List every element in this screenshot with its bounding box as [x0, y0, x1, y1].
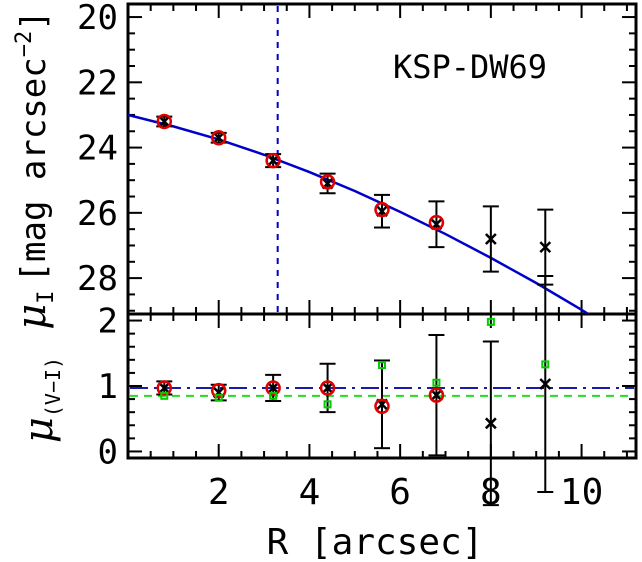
y-tick-label: 2 — [98, 302, 118, 342]
annotation-label: KSP-DW69 — [393, 48, 547, 86]
y-axis-top-symbol: μ — [9, 304, 55, 330]
data-point-square — [541, 360, 550, 369]
y-axis-top-unit-sup: −2 — [12, 31, 37, 58]
data-point-x — [484, 233, 497, 245]
data-point-square — [432, 378, 441, 387]
top-panel-frame — [126, 2, 638, 316]
y-axis-title-bottom: μ(V−I) — [16, 357, 65, 443]
y-axis-bottom-sub: (V−I) — [41, 357, 65, 417]
data-point-square — [378, 361, 386, 370]
x-tick-label: 2 — [208, 472, 230, 513]
data-point-circle — [156, 380, 173, 396]
data-point-x — [158, 115, 171, 128]
y-axis-bottom-symbol: μ — [16, 417, 62, 443]
y-tick-label: 1 — [98, 367, 118, 407]
y-tick-label: 26 — [77, 194, 118, 234]
data-point-square — [160, 391, 169, 400]
model-profile-line — [128, 113, 591, 314]
x-tick-label: 6 — [389, 472, 411, 513]
data-point-square — [214, 393, 223, 402]
data-point-circle — [156, 113, 173, 130]
data-point-circle — [210, 130, 227, 146]
data-point-circle — [265, 380, 281, 396]
data-point-circle — [210, 382, 227, 399]
data-point-x — [430, 389, 443, 402]
data-point-x — [267, 154, 280, 167]
data-point-x — [539, 241, 552, 253]
data-point-x — [539, 378, 552, 390]
data-point-x — [267, 382, 280, 394]
y-axis-top-unit: [mag arcsec — [14, 57, 54, 282]
y-tick-label: 22 — [77, 63, 118, 103]
data-point-circle — [319, 380, 336, 396]
data-point-x — [321, 382, 334, 394]
data-point-circle — [428, 387, 445, 403]
y-tick-label: 28 — [77, 259, 118, 299]
data-point-x — [484, 417, 497, 430]
data-point-square — [486, 317, 495, 326]
data-point-square — [269, 391, 278, 400]
y-axis-title-top: μI [mag arcsec−2] — [9, 10, 59, 329]
y-tick-label: 0 — [98, 432, 118, 472]
y-tick-label: 24 — [77, 129, 118, 169]
data-point-circle — [265, 152, 281, 169]
data-point-x — [158, 382, 171, 394]
x-tick-label: 10 — [560, 472, 603, 513]
data-point-square — [323, 400, 332, 409]
data-point-circle — [428, 214, 445, 231]
x-axis-title: R [arcsec] — [267, 522, 484, 562]
x-tick-label: 4 — [299, 472, 321, 513]
y-axis-top-sub: I — [34, 290, 59, 303]
data-point-circle — [374, 201, 390, 218]
data-point-x — [212, 131, 225, 144]
data-point-circle — [374, 398, 390, 415]
data-point-circle — [319, 174, 336, 190]
y-axis-top-unit-close: ] — [14, 10, 54, 30]
y-tick-label: 20 — [77, 0, 118, 38]
